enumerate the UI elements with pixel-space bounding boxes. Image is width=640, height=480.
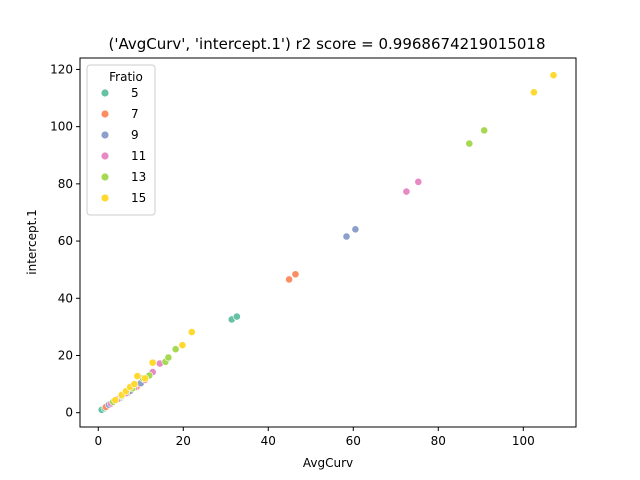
data-point [148, 358, 157, 367]
x-tick-label: 40 [261, 434, 276, 448]
y-tick-label: 100 [50, 120, 73, 134]
data-point [414, 177, 423, 186]
x-axis: 0 20 40 60 80 100 [94, 427, 535, 448]
legend-marker [101, 131, 109, 139]
legend-marker [101, 89, 109, 97]
legend-entry: 11 [131, 149, 146, 163]
data-point [171, 345, 180, 354]
y-tick-label: 20 [58, 348, 73, 362]
x-tick-label: 20 [176, 434, 191, 448]
legend-entry: 7 [131, 107, 139, 121]
data-point [291, 270, 300, 279]
legend-entry: 15 [131, 191, 146, 205]
data-point [178, 341, 187, 350]
data-point [530, 88, 538, 97]
y-tick-label: 0 [65, 406, 73, 420]
data-point [130, 380, 139, 388]
data-point [342, 232, 351, 241]
data-point [141, 374, 149, 383]
data-point [285, 275, 294, 284]
data-point [351, 225, 360, 234]
legend-title: Fratio [109, 70, 143, 84]
data-point [232, 312, 241, 321]
y-axis-label: intercept.1 [25, 209, 39, 274]
plot-frame [79, 57, 577, 428]
series-15 [111, 71, 558, 405]
legend-marker [101, 173, 109, 181]
y-tick-label: 120 [50, 62, 73, 76]
x-tick-label: 80 [431, 434, 446, 448]
legend-marker [101, 110, 109, 118]
data-point [549, 71, 558, 80]
y-axis: 0 20 40 60 80 100 120 [50, 62, 80, 420]
x-axis-label: AvgCurv [303, 456, 353, 470]
legend-entry: 13 [131, 170, 146, 184]
x-tick-label: 0 [94, 434, 102, 448]
legend-entry: 5 [131, 86, 139, 100]
legend-marker [101, 152, 109, 160]
data-point [465, 139, 474, 148]
series-13 [109, 126, 489, 406]
chart-title: ('AvgCurv', 'intercept.1') r2 score = 0.… [108, 35, 545, 53]
data-point [164, 353, 173, 362]
data-point [187, 328, 196, 336]
x-tick-label: 60 [346, 434, 361, 448]
y-tick-label: 40 [58, 291, 73, 305]
y-tick-label: 60 [58, 234, 73, 248]
data-point [133, 372, 142, 380]
legend: Fratio 5 7 9 11 13 15 [86, 64, 156, 216]
data-point [480, 126, 489, 135]
x-tick-label: 100 [512, 434, 535, 448]
y-tick-label: 80 [58, 177, 73, 191]
data-point [402, 187, 411, 196]
data-point [111, 396, 120, 405]
plot-area [97, 71, 558, 414]
legend-entry: 9 [131, 128, 139, 142]
legend-marker [101, 194, 109, 202]
